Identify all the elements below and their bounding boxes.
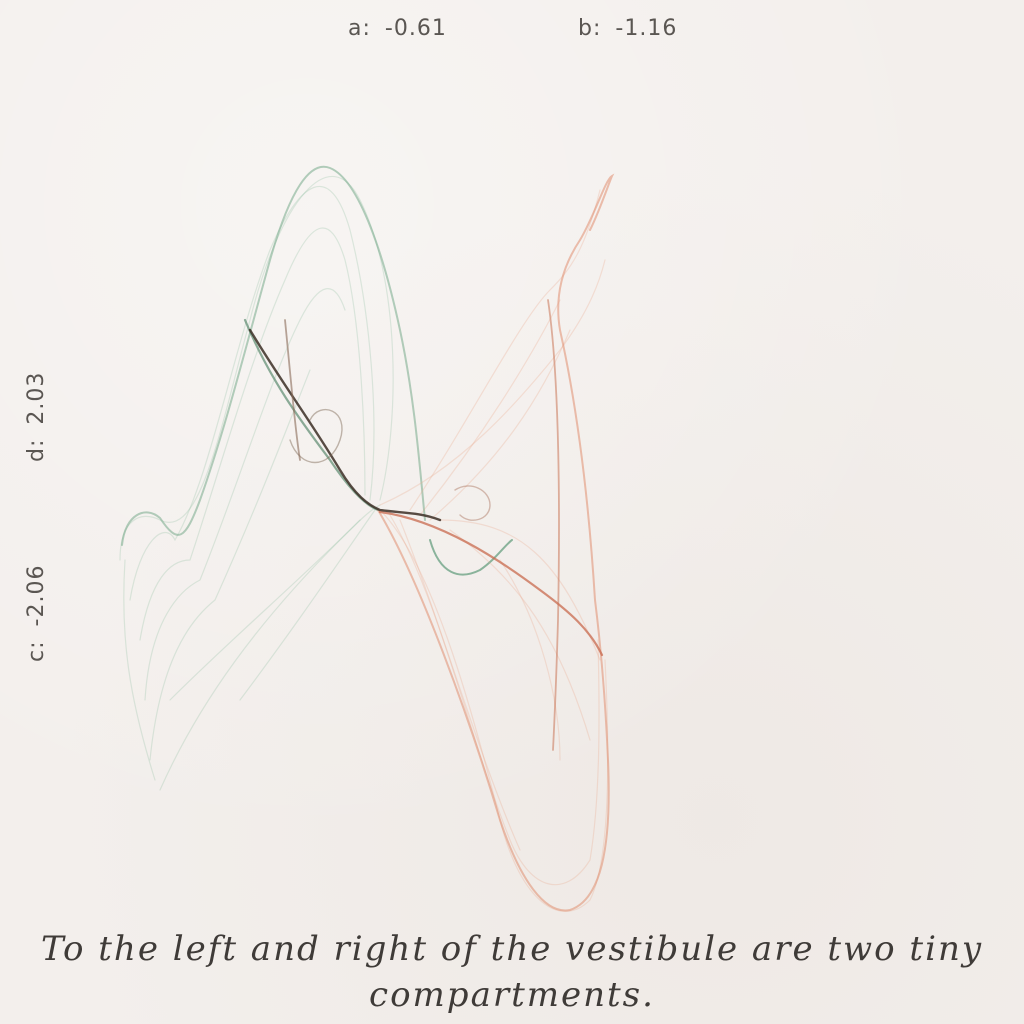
param-a-label: a: [348, 16, 371, 41]
param-c-label: c: [24, 640, 49, 662]
param-a: a: -0.61 [348, 16, 447, 41]
param-a-value: -0.61 [384, 16, 447, 41]
central-spike [284, 319, 301, 461]
central-dark-strand [248, 328, 442, 522]
central-loop [289, 409, 343, 464]
param-d-value: 2.03 [24, 371, 49, 425]
param-c-value: -2.06 [24, 564, 49, 627]
param-b-label: b: [578, 16, 602, 41]
param-c: c: -2.06 [24, 565, 49, 662]
green-lobe-fan [119, 176, 394, 791]
param-b-value: -1.16 [615, 16, 678, 41]
param-d-label: d: [24, 438, 49, 462]
orange-core-strand [378, 510, 604, 657]
orange-lobe-edge [377, 173, 615, 912]
green-lobe-edge [121, 165, 426, 546]
param-b: b: -1.16 [578, 16, 677, 41]
orange-inner-fold [547, 299, 560, 751]
caption-text: To the left and right of the vestibule a… [40, 929, 984, 1015]
param-d: d: 2.03 [24, 372, 49, 462]
orange-lobe-fan [379, 189, 609, 912]
right-loop [454, 485, 491, 521]
green-hook [429, 539, 513, 576]
